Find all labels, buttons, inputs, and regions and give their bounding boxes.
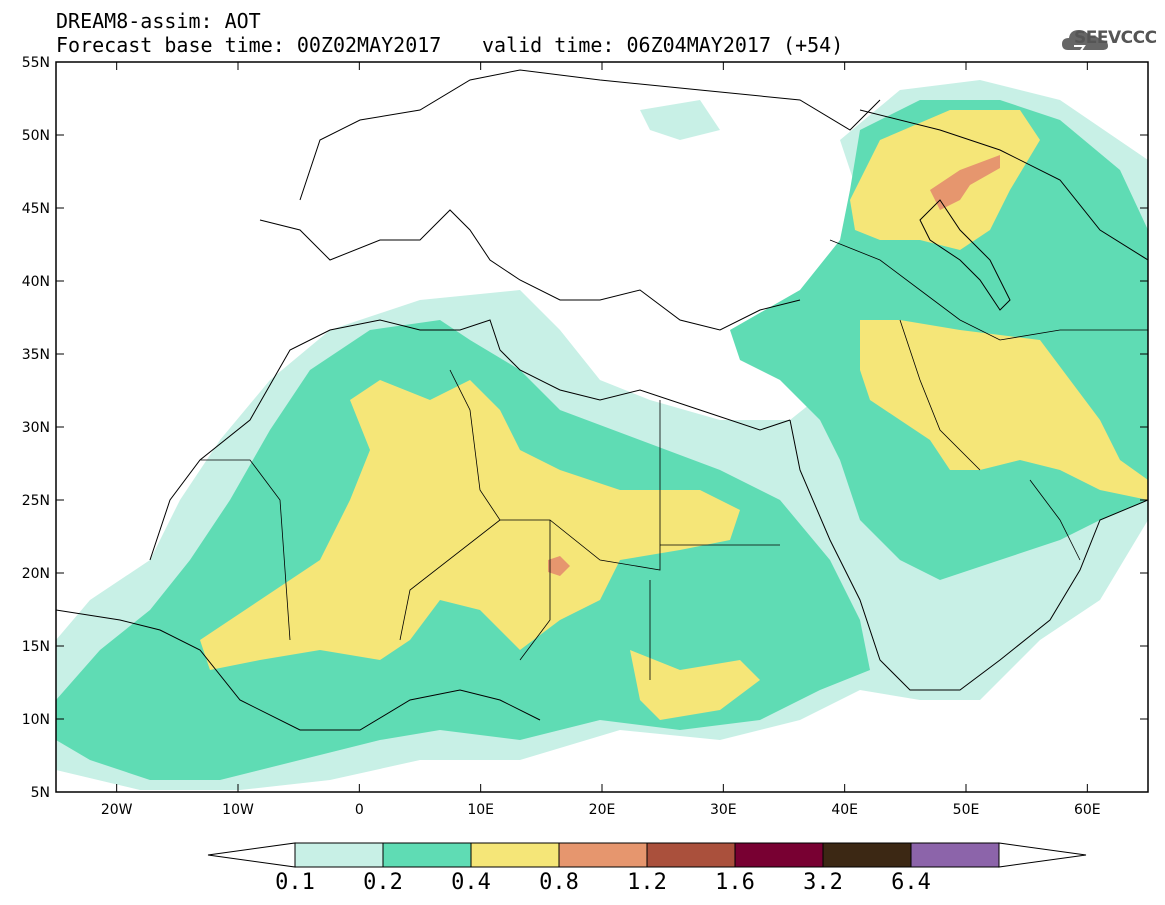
lat-label: 55N <box>22 55 50 71</box>
lon-label: 10E <box>467 802 494 818</box>
latitude-axis: 55N 50N 45N 40N 35N 30N 25N 20N 15N 10N 5N <box>22 55 1148 801</box>
colorbar-label: 3.2 <box>803 870 843 895</box>
lat-label: 25N <box>22 493 50 509</box>
lon-label: 50E <box>953 802 980 818</box>
colorbar-label: 1.2 <box>627 870 667 895</box>
lon-label: 0 <box>355 802 364 818</box>
valid-time: valid time: 06Z04MAY2017 (+54) <box>482 33 844 57</box>
aot-region-yellow-sahara <box>200 380 740 670</box>
lon-label: 20W <box>101 802 133 818</box>
colorbar-label: 0.4 <box>451 870 491 895</box>
colorbar-swatch <box>470 842 560 868</box>
aot-region-orange-chad <box>548 556 570 576</box>
lon-label: 20E <box>589 802 616 818</box>
borders <box>200 239 1148 680</box>
lon-label: 30E <box>710 802 737 818</box>
colorbar-under-arrow <box>207 842 296 868</box>
aot-region-yellow-iran <box>860 320 1148 500</box>
lat-label: 50N <box>22 128 50 144</box>
colorbar-label: 6.4 <box>891 870 931 895</box>
lon-label: 10W <box>222 802 254 818</box>
colorbar <box>207 842 1087 868</box>
lat-label: 45N <box>22 201 50 217</box>
aot-region-orange-caspian <box>930 155 1000 210</box>
coastlines <box>56 69 1148 731</box>
lat-label: 15N <box>22 639 50 655</box>
lat-label: 5N <box>31 785 50 801</box>
colorbar-label: 0.8 <box>539 870 579 895</box>
colorbar-swatch <box>646 842 736 868</box>
aot-field <box>56 69 1148 790</box>
lat-label: 20N <box>22 566 50 582</box>
colorbar-label: 0.2 <box>363 870 403 895</box>
product-title: DREAM8-assim: AOT <box>56 9 261 33</box>
lat-label: 40N <box>22 274 50 290</box>
seevccc-logo: SEEVCCC <box>1074 28 1157 48</box>
colorbar-swatch <box>910 842 1000 868</box>
colorbar-swatch <box>382 842 472 868</box>
colorbar-label: 1.6 <box>715 870 755 895</box>
lat-label: 35N <box>22 347 50 363</box>
colorbar-label: 0.1 <box>275 870 315 895</box>
cloud-icon <box>1062 30 1108 53</box>
longitude-axis: 20W 10W 0 10E 20E 30E 40E 50E 60E <box>101 62 1101 818</box>
colorbar-swatch <box>734 842 824 868</box>
lat-label: 10N <box>22 712 50 728</box>
lat-label: 30N <box>22 420 50 436</box>
lon-label: 60E <box>1074 802 1101 818</box>
aot-region-yellow-sahel <box>630 650 760 720</box>
aot-region-light-balkans <box>640 100 720 140</box>
colorbar-swatch <box>822 842 912 868</box>
colorbar-swatch <box>294 842 384 868</box>
lon-label: 40E <box>831 802 858 818</box>
forecast-base-time: Forecast base time: 00Z02MAY2017 <box>56 33 442 57</box>
colorbar-swatch <box>558 842 648 868</box>
colorbar-over-arrow <box>998 842 1087 868</box>
